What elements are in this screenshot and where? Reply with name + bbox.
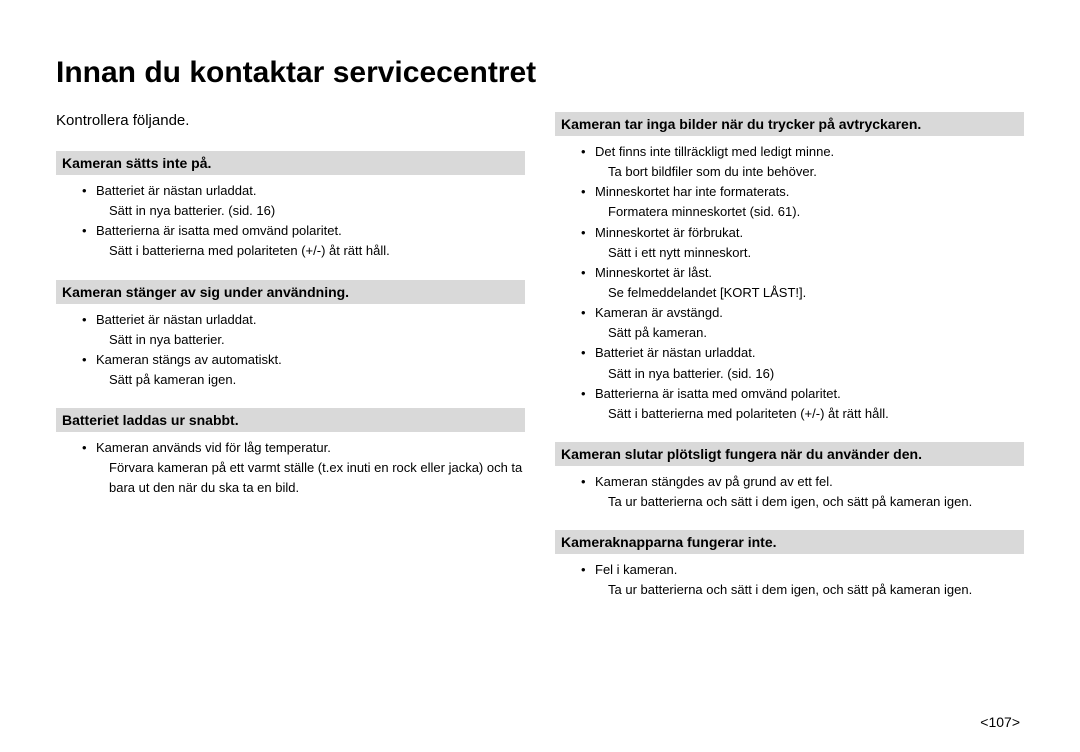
section-heading: Kameran sätts inte på. [56, 151, 525, 175]
item-subtext: Ta ur batterierna och sätt i dem igen, o… [608, 580, 1024, 600]
list-item: Batteriet är nästan urladdat. Sätt in ny… [581, 343, 1024, 383]
list-item: Minneskortet är låst. Se felmeddelandet … [581, 263, 1024, 303]
list-item: Batteriet är nästan urladdat. Sätt in ny… [82, 310, 525, 350]
item-text: Batterierna är isatta med omvänd polarit… [595, 386, 841, 401]
right-column: Kameran tar inga bilder när du trycker p… [555, 112, 1024, 603]
item-list: Batteriet är nästan urladdat. Sätt in ny… [56, 181, 525, 262]
item-subtext: Sätt i batterierna med polariteten (+/-)… [109, 241, 525, 261]
list-item: Minneskortet är förbrukat. Sätt i ett ny… [581, 223, 1024, 263]
list-item: Det finns inte tillräckligt med ledigt m… [581, 142, 1024, 182]
item-list: Kameran används vid för låg temperatur. … [56, 438, 525, 498]
section-heading: Kameran slutar plötsligt fungera när du … [555, 442, 1024, 466]
list-item: Batterierna är isatta med omvänd polarit… [82, 221, 525, 261]
list-item: Batterierna är isatta med omvänd polarit… [581, 384, 1024, 424]
section-heading: Batteriet laddas ur snabbt. [56, 408, 525, 432]
list-item: Minneskortet har inte formaterats. Forma… [581, 182, 1024, 222]
intro-text: Kontrollera följande. [56, 112, 525, 129]
item-text: Batteriet är nästan urladdat. [595, 345, 755, 360]
item-text: Fel i kameran. [595, 562, 677, 577]
list-item: Kameran stängdes av på grund av ett fel.… [581, 472, 1024, 512]
item-subtext: Se felmeddelandet [KORT LÅST!]. [608, 283, 1024, 303]
list-item: Kameran stängs av automatiskt. Sätt på k… [82, 350, 525, 390]
item-text: Batteriet är nästan urladdat. [96, 312, 256, 327]
list-item: Batteriet är nästan urladdat. Sätt in ny… [82, 181, 525, 221]
item-subtext: Sätt på kameran igen. [109, 370, 525, 390]
item-subtext: Sätt i ett nytt minneskort. [608, 243, 1024, 263]
item-subtext: Sätt in nya batterier. (sid. 16) [608, 364, 1024, 384]
item-subtext: Sätt in nya batterier. [109, 330, 525, 350]
item-text: Minneskortet har inte formaterats. [595, 184, 789, 199]
item-text: Batteriet är nästan urladdat. [96, 183, 256, 198]
item-text: Kameran används vid för låg temperatur. [96, 440, 331, 455]
item-list: Batteriet är nästan urladdat. Sätt in ny… [56, 310, 525, 391]
item-text: Kameran är avstängd. [595, 305, 723, 320]
item-text: Kameran stängs av automatiskt. [96, 352, 282, 367]
item-text: Batterierna är isatta med omvänd polarit… [96, 223, 342, 238]
list-item: Fel i kameran. Ta ur batterierna och sät… [581, 560, 1024, 600]
item-subtext: Sätt på kameran. [608, 323, 1024, 343]
content-columns: Kontrollera följande. Kameran sätts inte… [56, 112, 1024, 603]
item-subtext: Ta bort bildfiler som du inte behöver. [608, 162, 1024, 182]
item-text: Minneskortet är låst. [595, 265, 712, 280]
page-number: <107> [980, 714, 1020, 730]
item-list: Det finns inte tillräckligt med ledigt m… [555, 142, 1024, 424]
item-subtext: Sätt in nya batterier. (sid. 16) [109, 201, 525, 221]
left-column: Kontrollera följande. Kameran sätts inte… [56, 112, 525, 603]
item-list: Kameran stängdes av på grund av ett fel.… [555, 472, 1024, 512]
item-subtext: Formatera minneskortet (sid. 61). [608, 202, 1024, 222]
item-subtext: Ta ur batterierna och sätt i dem igen, o… [608, 492, 1024, 512]
item-list: Fel i kameran. Ta ur batterierna och sät… [555, 560, 1024, 600]
item-subtext: Sätt i batterierna med polariteten (+/-)… [608, 404, 1024, 424]
item-text: Det finns inte tillräckligt med ledigt m… [595, 144, 834, 159]
item-text: Kameran stängdes av på grund av ett fel. [595, 474, 833, 489]
item-subtext: Förvara kameran på ett varmt ställe (t.e… [109, 458, 525, 498]
item-text: Minneskortet är förbrukat. [595, 225, 743, 240]
section-heading: Kameran stänger av sig under användning. [56, 280, 525, 304]
section-heading: Kameraknapparna fungerar inte. [555, 530, 1024, 554]
page-title: Innan du kontaktar servicecentret [56, 56, 1024, 90]
list-item: Kameran används vid för låg temperatur. … [82, 438, 525, 498]
list-item: Kameran är avstängd. Sätt på kameran. [581, 303, 1024, 343]
section-heading: Kameran tar inga bilder när du trycker p… [555, 112, 1024, 136]
